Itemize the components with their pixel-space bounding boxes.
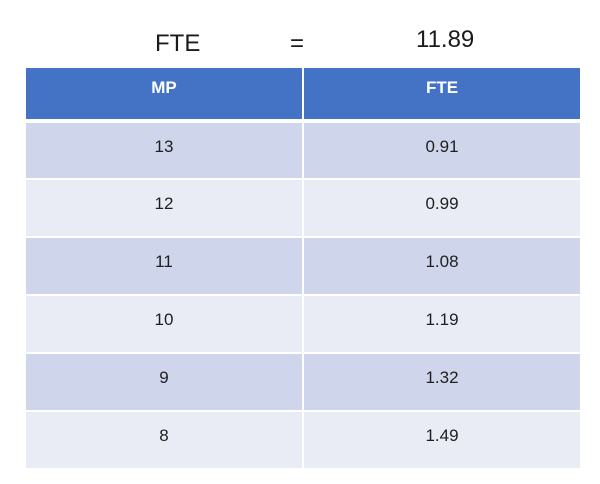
cell-mp: 8 [24,410,304,470]
column-header-fte: FTE [302,66,582,123]
cell-mp: 12 [24,178,304,238]
cell-fte: 0.91 [302,120,582,180]
cell-mp: 13 [24,120,304,180]
cell-fte: 1.32 [302,352,582,412]
equation-label: FTE [155,30,201,57]
fte-equation: FTE = 11.89 [0,22,600,62]
table-row: 9 1.32 [24,352,582,412]
table-row: 8 1.49 [24,410,582,470]
table-row: 12 0.99 [24,178,582,238]
table-row: 11 1.08 [24,236,582,296]
cell-mp: 10 [24,294,304,354]
column-header-mp: MP [24,66,304,123]
table-row: 13 0.91 [24,120,582,180]
header-row: MP FTE [24,66,582,123]
cell-fte: 1.49 [302,410,582,470]
cell-fte: 1.19 [302,294,582,354]
table-row: 10 1.19 [24,294,582,354]
table-header: MP FTE [24,66,582,123]
cell-mp: 9 [24,352,304,412]
cell-fte: 0.99 [302,178,582,238]
cell-mp: 11 [24,236,304,296]
cell-fte: 1.08 [302,236,582,296]
equation-total: 11.89 [416,26,475,53]
fte-table-container: MP FTE 13 0.91 12 0.99 11 1.08 10 1.19 9 [24,66,582,470]
fte-table: MP FTE 13 0.91 12 0.99 11 1.08 10 1.19 9 [24,66,582,470]
equals-sign: = [290,30,305,57]
table-body: 13 0.91 12 0.99 11 1.08 10 1.19 9 1.32 8… [24,120,582,470]
